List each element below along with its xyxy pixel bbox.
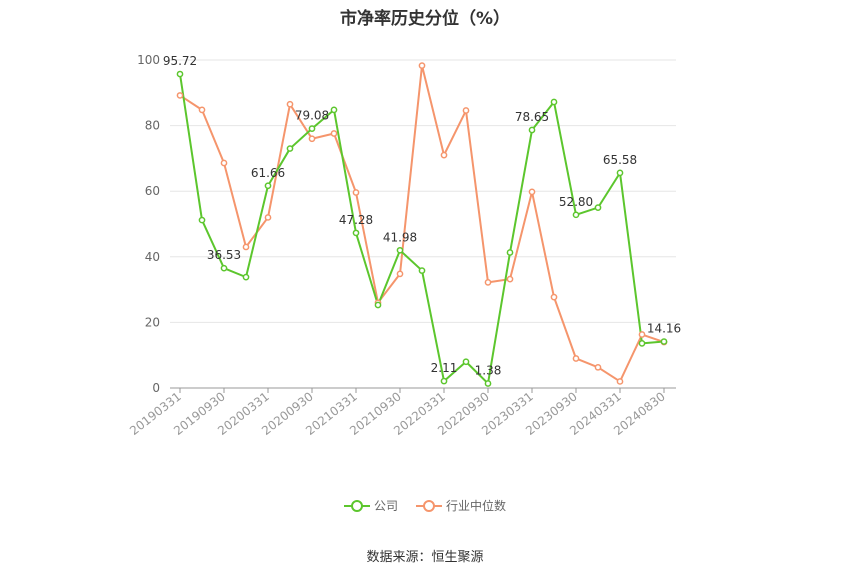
data-label: 61.66: [251, 166, 285, 180]
data-point-company: [616, 169, 624, 177]
data-point-company: [308, 125, 316, 132]
data-label: 1.38: [475, 363, 502, 377]
data-point-company: [220, 264, 228, 272]
data-point-company: [242, 273, 250, 281]
data-point-company: [352, 229, 360, 237]
data-point-industry-median: [220, 159, 228, 167]
data-point-company: [440, 377, 448, 385]
data-point-industry-median: [616, 378, 624, 385]
data-point-industry-median: [242, 243, 250, 251]
data-point-company: [550, 98, 558, 106]
data-point-industry-median: [638, 331, 646, 338]
data-point-industry-median: [330, 130, 338, 137]
chart-title: 市净率历史分位（%）: [339, 9, 511, 29]
y-tick-label: 40: [145, 250, 160, 264]
data-point-industry-median: [308, 135, 316, 143]
data-point-company: [374, 301, 382, 309]
legend-label-industry-median: 行业中位数: [446, 499, 507, 513]
data-point-industry-median: [462, 107, 470, 114]
data-point-industry-median: [484, 279, 492, 286]
legend-item-company[interactable]: 公司: [343, 497, 398, 514]
data-point-industry-median: [528, 188, 536, 196]
data-source-footer: 数据来源：恒生聚源: [366, 550, 484, 565]
data-point-company: [330, 106, 338, 114]
data-label: 52.80: [559, 195, 593, 209]
data-point-company: [484, 380, 492, 387]
legend-item-industry-median[interactable]: 行业中位数: [416, 497, 506, 514]
data-point-industry-median: [286, 100, 294, 108]
data-point-industry-median: [506, 275, 514, 283]
data-point-company: [572, 211, 580, 219]
data-point-company: [660, 338, 668, 345]
y-tick-label: 60: [145, 184, 160, 198]
data-point-industry-median: [594, 363, 602, 371]
data-point-company: [198, 216, 206, 224]
data-label: 14.16: [647, 322, 681, 336]
data-label: 47.28: [339, 213, 373, 227]
data-label: 36.53: [207, 248, 241, 262]
data-label: 79.08: [295, 109, 329, 123]
data-label: 78.65: [515, 110, 549, 124]
data-point-company: [418, 267, 426, 274]
data-label: 65.58: [603, 153, 637, 167]
data-point-company: [594, 204, 602, 211]
data-point-company: [286, 145, 294, 152]
data-point-industry-median: [264, 214, 272, 221]
legend-label-company: 公司: [373, 499, 398, 513]
legend: 公司 行业中位数: [0, 497, 850, 514]
data-point-company: [264, 182, 272, 190]
data-point-industry-median: [440, 151, 448, 159]
data-point-industry-median: [198, 106, 206, 114]
data-label: 95.72: [163, 54, 197, 68]
data-point-company: [176, 70, 184, 78]
y-tick-label: 100: [137, 53, 160, 67]
data-point-industry-median: [396, 270, 404, 278]
data-point-industry-median: [176, 92, 184, 99]
series-line-company: [179, 73, 665, 385]
data-point-industry-median: [572, 355, 580, 362]
data-point-industry-median: [352, 189, 360, 196]
data-label: 2.11: [431, 361, 458, 375]
data-label: 41.98: [383, 230, 417, 244]
legend-swatch-industry-median: [416, 499, 442, 513]
data-point-company: [506, 249, 514, 256]
y-tick-label: 0: [152, 381, 160, 395]
data-point-company: [528, 126, 536, 134]
data-point-industry-median: [418, 62, 426, 69]
series-line-industry-median: [179, 64, 665, 383]
data-point-company: [462, 358, 470, 366]
data-point-company: [396, 246, 404, 254]
legend-swatch-company: [343, 499, 370, 513]
y-tick-label: 80: [145, 119, 160, 133]
y-tick-label: 20: [145, 315, 160, 329]
data-point-industry-median: [550, 293, 558, 301]
data-point-company: [638, 340, 646, 347]
